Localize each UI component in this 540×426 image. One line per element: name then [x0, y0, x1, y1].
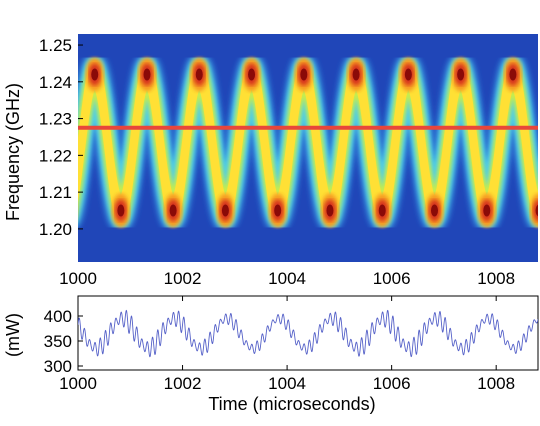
spectrogram-x-ticks: 1000 1002 1004 1006 1008	[59, 269, 515, 288]
hotspot-core	[143, 68, 151, 81]
spectrogram-panel: 1.201.211.221.231.241.25 1000 1002 1004 100…	[3, 34, 538, 288]
hotspot-core	[117, 204, 125, 217]
x-tick-label: 1006	[373, 374, 411, 393]
x-tick-label: 1004	[268, 374, 306, 393]
hotspot-core	[457, 68, 465, 81]
y-tick-label: 1.21	[39, 183, 72, 202]
hotspot-core	[326, 204, 334, 217]
hotspot-core	[91, 68, 99, 81]
x-tick-label: 1008	[477, 269, 515, 288]
spectrogram-plot-area	[63, 34, 538, 262]
power-panel: 300 350 400 1000 1002 1004 1006 1008 (mW) Time…	[3, 295, 539, 414]
power-y-axis-label: (mW)	[3, 313, 23, 357]
y-tick-label: 300	[44, 357, 72, 376]
x-tick-label: 1000	[59, 269, 97, 288]
y-tick-label: 1.25	[39, 36, 72, 55]
x-tick-label: 1002	[164, 374, 202, 393]
y-tick-label: 1.22	[39, 146, 72, 165]
x-tick-label: 1008	[477, 374, 515, 393]
hotspot-core	[378, 204, 386, 217]
y-tick-label: 400	[44, 307, 72, 326]
hotspot-core	[169, 204, 177, 217]
hotspot-core	[352, 68, 360, 81]
hotspot-core	[274, 204, 282, 217]
hotspot-core	[483, 204, 491, 217]
power-series-line	[78, 309, 538, 358]
power-y-ticks: 300 350 400	[44, 307, 83, 376]
hotspot-core	[404, 68, 412, 81]
power-x-axis-label: Time (microseconds)	[208, 394, 375, 414]
power-x-ticks: 1000 1002 1004 1006 1008	[59, 296, 515, 393]
hotspot-core	[65, 205, 72, 217]
hotspot-mid	[63, 200, 75, 222]
x-tick-label: 1002	[164, 269, 202, 288]
hotspot-core	[195, 68, 203, 81]
power-plot-area	[78, 309, 538, 358]
y-tick-label: 1.23	[39, 110, 72, 129]
y-tick-label: 1.24	[39, 73, 72, 92]
y-tick-label: 1.20	[39, 220, 72, 239]
spectrogram-y-axis-label: Frequency (GHz)	[3, 83, 23, 221]
hotspot-core	[300, 68, 308, 81]
x-tick-label: 1000	[59, 374, 97, 393]
x-tick-label: 1006	[373, 269, 411, 288]
y-tick-label: 350	[44, 332, 72, 351]
hotspot-core	[535, 204, 538, 217]
spectrogram-y-ticks: 1.20 1.21 1.22 1.23 1.24 1.25	[39, 36, 83, 239]
hotspot-core	[248, 68, 256, 81]
hotspot-mid	[533, 199, 538, 222]
x-tick-label: 1004	[268, 269, 306, 288]
hotspot-core	[509, 68, 517, 81]
hotspot-core	[221, 204, 229, 217]
hotspot-core	[431, 204, 438, 217]
power-plot-frame	[77, 295, 539, 371]
